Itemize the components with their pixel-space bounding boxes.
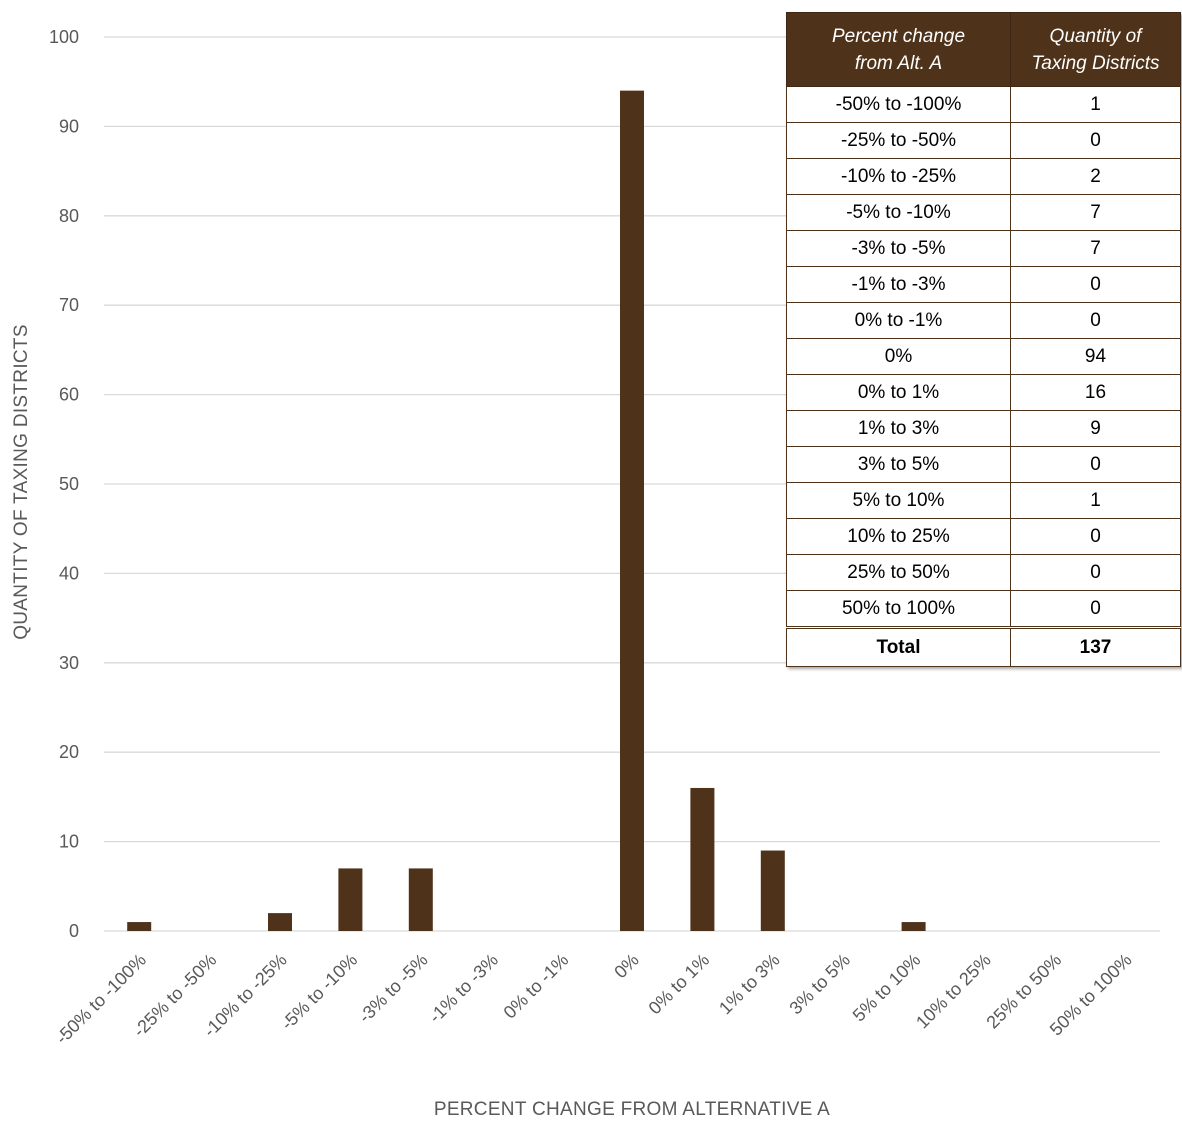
- x-tick-label: 0%: [610, 950, 643, 983]
- table-cell-count: 0: [1010, 266, 1181, 303]
- y-tick-label: 20: [59, 742, 79, 762]
- y-tick-label: 100: [49, 27, 79, 47]
- table-cell-count: 0: [1010, 554, 1181, 591]
- table-row: -1% to -3% 0: [786, 266, 1181, 303]
- table-row: 1% to 3% 9: [786, 410, 1181, 447]
- y-tick-label: 40: [59, 563, 79, 583]
- table-cell-range: -1% to -3%: [786, 266, 1011, 303]
- table-cell-count: 0: [1010, 446, 1181, 483]
- bar: [901, 922, 926, 931]
- table-total-row: Total 137: [786, 626, 1181, 667]
- table-cell-range: 10% to 25%: [786, 518, 1011, 555]
- table-cell-range: -25% to -50%: [786, 122, 1011, 159]
- table-header-row: Percent change from Alt. A Quantity of T…: [786, 12, 1181, 87]
- table-body: -50% to -100% 1 -25% to -50% 0 -10% to -25% 2…: [786, 86, 1181, 667]
- table-cell-range: 1% to 3%: [786, 410, 1011, 447]
- table-cell-range: 5% to 10%: [786, 482, 1011, 519]
- bar: [620, 90, 644, 931]
- y-tick-label: 30: [59, 653, 79, 673]
- bar: [408, 868, 433, 931]
- y-tick-label: 50: [59, 474, 79, 494]
- bar: [338, 868, 363, 931]
- table-cell-count: 0: [1010, 122, 1181, 159]
- table-total-label: Total: [786, 626, 1011, 667]
- table-cell-count: 9: [1010, 410, 1181, 447]
- table-cell-range: 50% to 100%: [786, 590, 1011, 628]
- table-row: 3% to 5% 0: [786, 446, 1181, 483]
- x-axis-ticks: -50% to -100%-25% to -50%-10% to -25%-5%…: [52, 950, 1136, 1048]
- table-cell-range: -50% to -100%: [786, 86, 1011, 123]
- table-total-value: 137: [1010, 626, 1181, 667]
- table-row: 25% to 50% 0: [786, 554, 1181, 591]
- table-cell-range: 0% to -1%: [786, 302, 1011, 339]
- y-tick-label: 90: [59, 116, 79, 136]
- header-line: Quantity of: [1049, 25, 1142, 47]
- table-cell-count: 2: [1010, 158, 1181, 195]
- table-row: -50% to -100% 1: [786, 86, 1181, 123]
- bar: [690, 787, 715, 931]
- y-tick-label: 80: [59, 206, 79, 226]
- summary-table: Percent change from Alt. A Quantity of T…: [786, 12, 1181, 667]
- table-cell-count: 16: [1010, 374, 1181, 411]
- table-cell-count: 0: [1010, 518, 1181, 555]
- x-tick-label: 3% to 5%: [785, 950, 854, 1019]
- table-cell-count: 7: [1010, 194, 1181, 231]
- table-cell-count: 1: [1010, 86, 1181, 123]
- table-row: -10% to -25% 2: [786, 158, 1181, 195]
- table-row: -3% to -5% 7: [786, 230, 1181, 267]
- table-header-quantity: Quantity of Taxing Districts: [1010, 12, 1181, 87]
- x-tick-label: 5% to 10%: [849, 950, 925, 1026]
- table-cell-range: 0%: [786, 338, 1011, 375]
- bars: [127, 90, 926, 931]
- x-tick-label: 10% to 25%: [912, 950, 995, 1033]
- table-cell-range: 3% to 5%: [786, 446, 1011, 483]
- table-row: -5% to -10% 7: [786, 194, 1181, 231]
- table-row: -25% to -50% 0: [786, 122, 1181, 159]
- table-row: 0% 94: [786, 338, 1181, 375]
- header-line: from Alt. A: [854, 52, 943, 74]
- table-cell-range: 25% to 50%: [786, 554, 1011, 591]
- header-line: Taxing Districts: [1031, 52, 1160, 74]
- table-cell-count: 7: [1010, 230, 1181, 267]
- y-tick-label: 70: [59, 295, 79, 315]
- table-cell-count: 94: [1010, 338, 1181, 375]
- x-tick-label: -3% to -5%: [355, 950, 432, 1027]
- table-cell-range: -3% to -5%: [786, 230, 1011, 267]
- x-tick-label: 0% to 1%: [645, 950, 714, 1019]
- y-axis-ticks: 0 10 20 30 40 50 60 70 80 90 100: [49, 27, 79, 941]
- y-tick-label: 60: [59, 385, 79, 405]
- table-row: 50% to 100% 0: [786, 590, 1181, 628]
- header-line: Percent change: [831, 25, 966, 47]
- table-cell-count: 0: [1010, 302, 1181, 339]
- table-row: 0% to 1% 16: [786, 374, 1181, 411]
- bar: [127, 922, 152, 931]
- y-tick-label: 10: [59, 832, 79, 852]
- table-row: 0% to -1% 0: [786, 302, 1181, 339]
- bar: [760, 850, 785, 931]
- x-tick-label: 1% to 3%: [715, 950, 784, 1019]
- x-axis-title: PERCENT CHANGE FROM ALTERNATIVE A: [434, 1099, 830, 1120]
- table-cell-range: 0% to 1%: [786, 374, 1011, 411]
- table-row: 10% to 25% 0: [786, 518, 1181, 555]
- table-cell-range: -10% to -25%: [786, 158, 1011, 195]
- table-header-percent-change: Percent change from Alt. A: [786, 12, 1011, 87]
- table-cell-count: 1: [1010, 482, 1181, 519]
- x-tick-label: -5% to -10%: [277, 950, 361, 1034]
- x-tick-label: 0% to -1%: [500, 950, 573, 1023]
- bar: [268, 913, 292, 931]
- table-cell-range: -5% to -10%: [786, 194, 1011, 231]
- y-tick-label: 0: [69, 921, 79, 941]
- table-cell-count: 0: [1010, 590, 1181, 628]
- x-tick-label: -1% to -3%: [425, 950, 502, 1027]
- table-row: 5% to 10% 1: [786, 482, 1181, 519]
- y-axis-title: QUANTITY OF TAXING DISTRICTS: [11, 324, 32, 640]
